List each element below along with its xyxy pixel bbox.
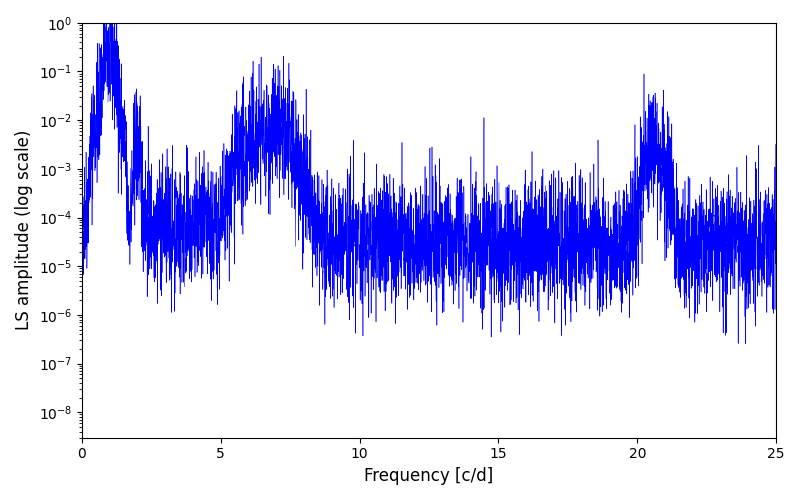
Y-axis label: LS amplitude (log scale): LS amplitude (log scale) (15, 130, 33, 330)
X-axis label: Frequency [c/d]: Frequency [c/d] (364, 467, 494, 485)
